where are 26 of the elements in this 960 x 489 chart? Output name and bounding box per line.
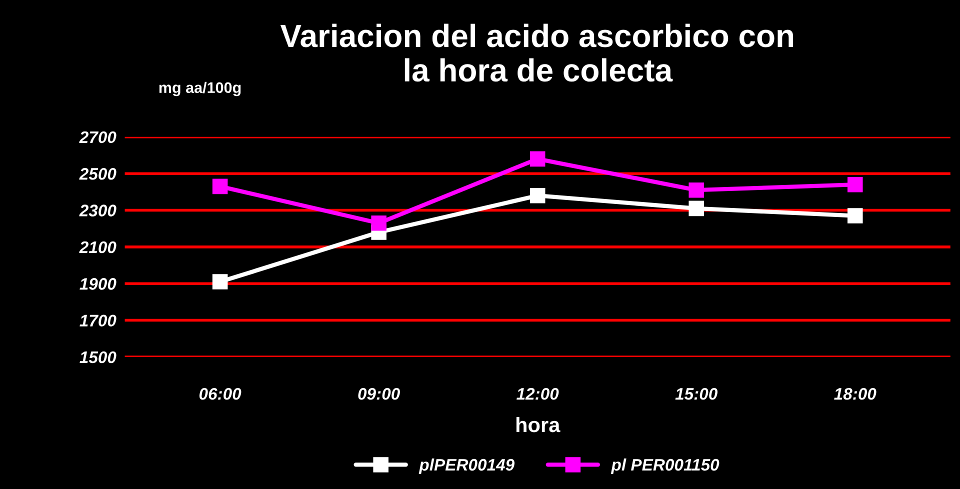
- x-tick-label: 12:00: [516, 388, 559, 400]
- point: [848, 176, 863, 192]
- y-tick-label: 1500: [80, 351, 116, 364]
- legend-label: plPER00149: [418, 458, 515, 474]
- x-tick-label: 09:00: [358, 388, 400, 400]
- point: [212, 274, 228, 290]
- x-tick-label: 18:00: [834, 388, 876, 400]
- y-tick-label: 2500: [79, 168, 116, 180]
- chart-title: Variacion del acido ascorbico con la hora de colecta: [280, 24, 794, 82]
- point: [848, 208, 863, 224]
- y-tick-label: 2300: [79, 204, 116, 216]
- y-axis-title: mg aa/100g: [159, 82, 241, 96]
- point: [530, 188, 546, 204]
- x-axis-title: hora: [516, 416, 560, 432]
- y-tick-label: 1900: [80, 278, 116, 290]
- point: [530, 151, 546, 167]
- legend-label: pl PER001150: [610, 458, 720, 474]
- point: [688, 182, 704, 198]
- y-tick-label: 2100: [79, 241, 116, 254]
- y-tick-label: 2700: [79, 131, 116, 144]
- point: [212, 178, 228, 194]
- y-tick-label: 1700: [80, 314, 116, 326]
- point: [371, 215, 386, 231]
- x-tick-label: 06:00: [199, 388, 242, 400]
- point: [688, 200, 704, 216]
- x-tick-label: 15:00: [675, 388, 718, 400]
